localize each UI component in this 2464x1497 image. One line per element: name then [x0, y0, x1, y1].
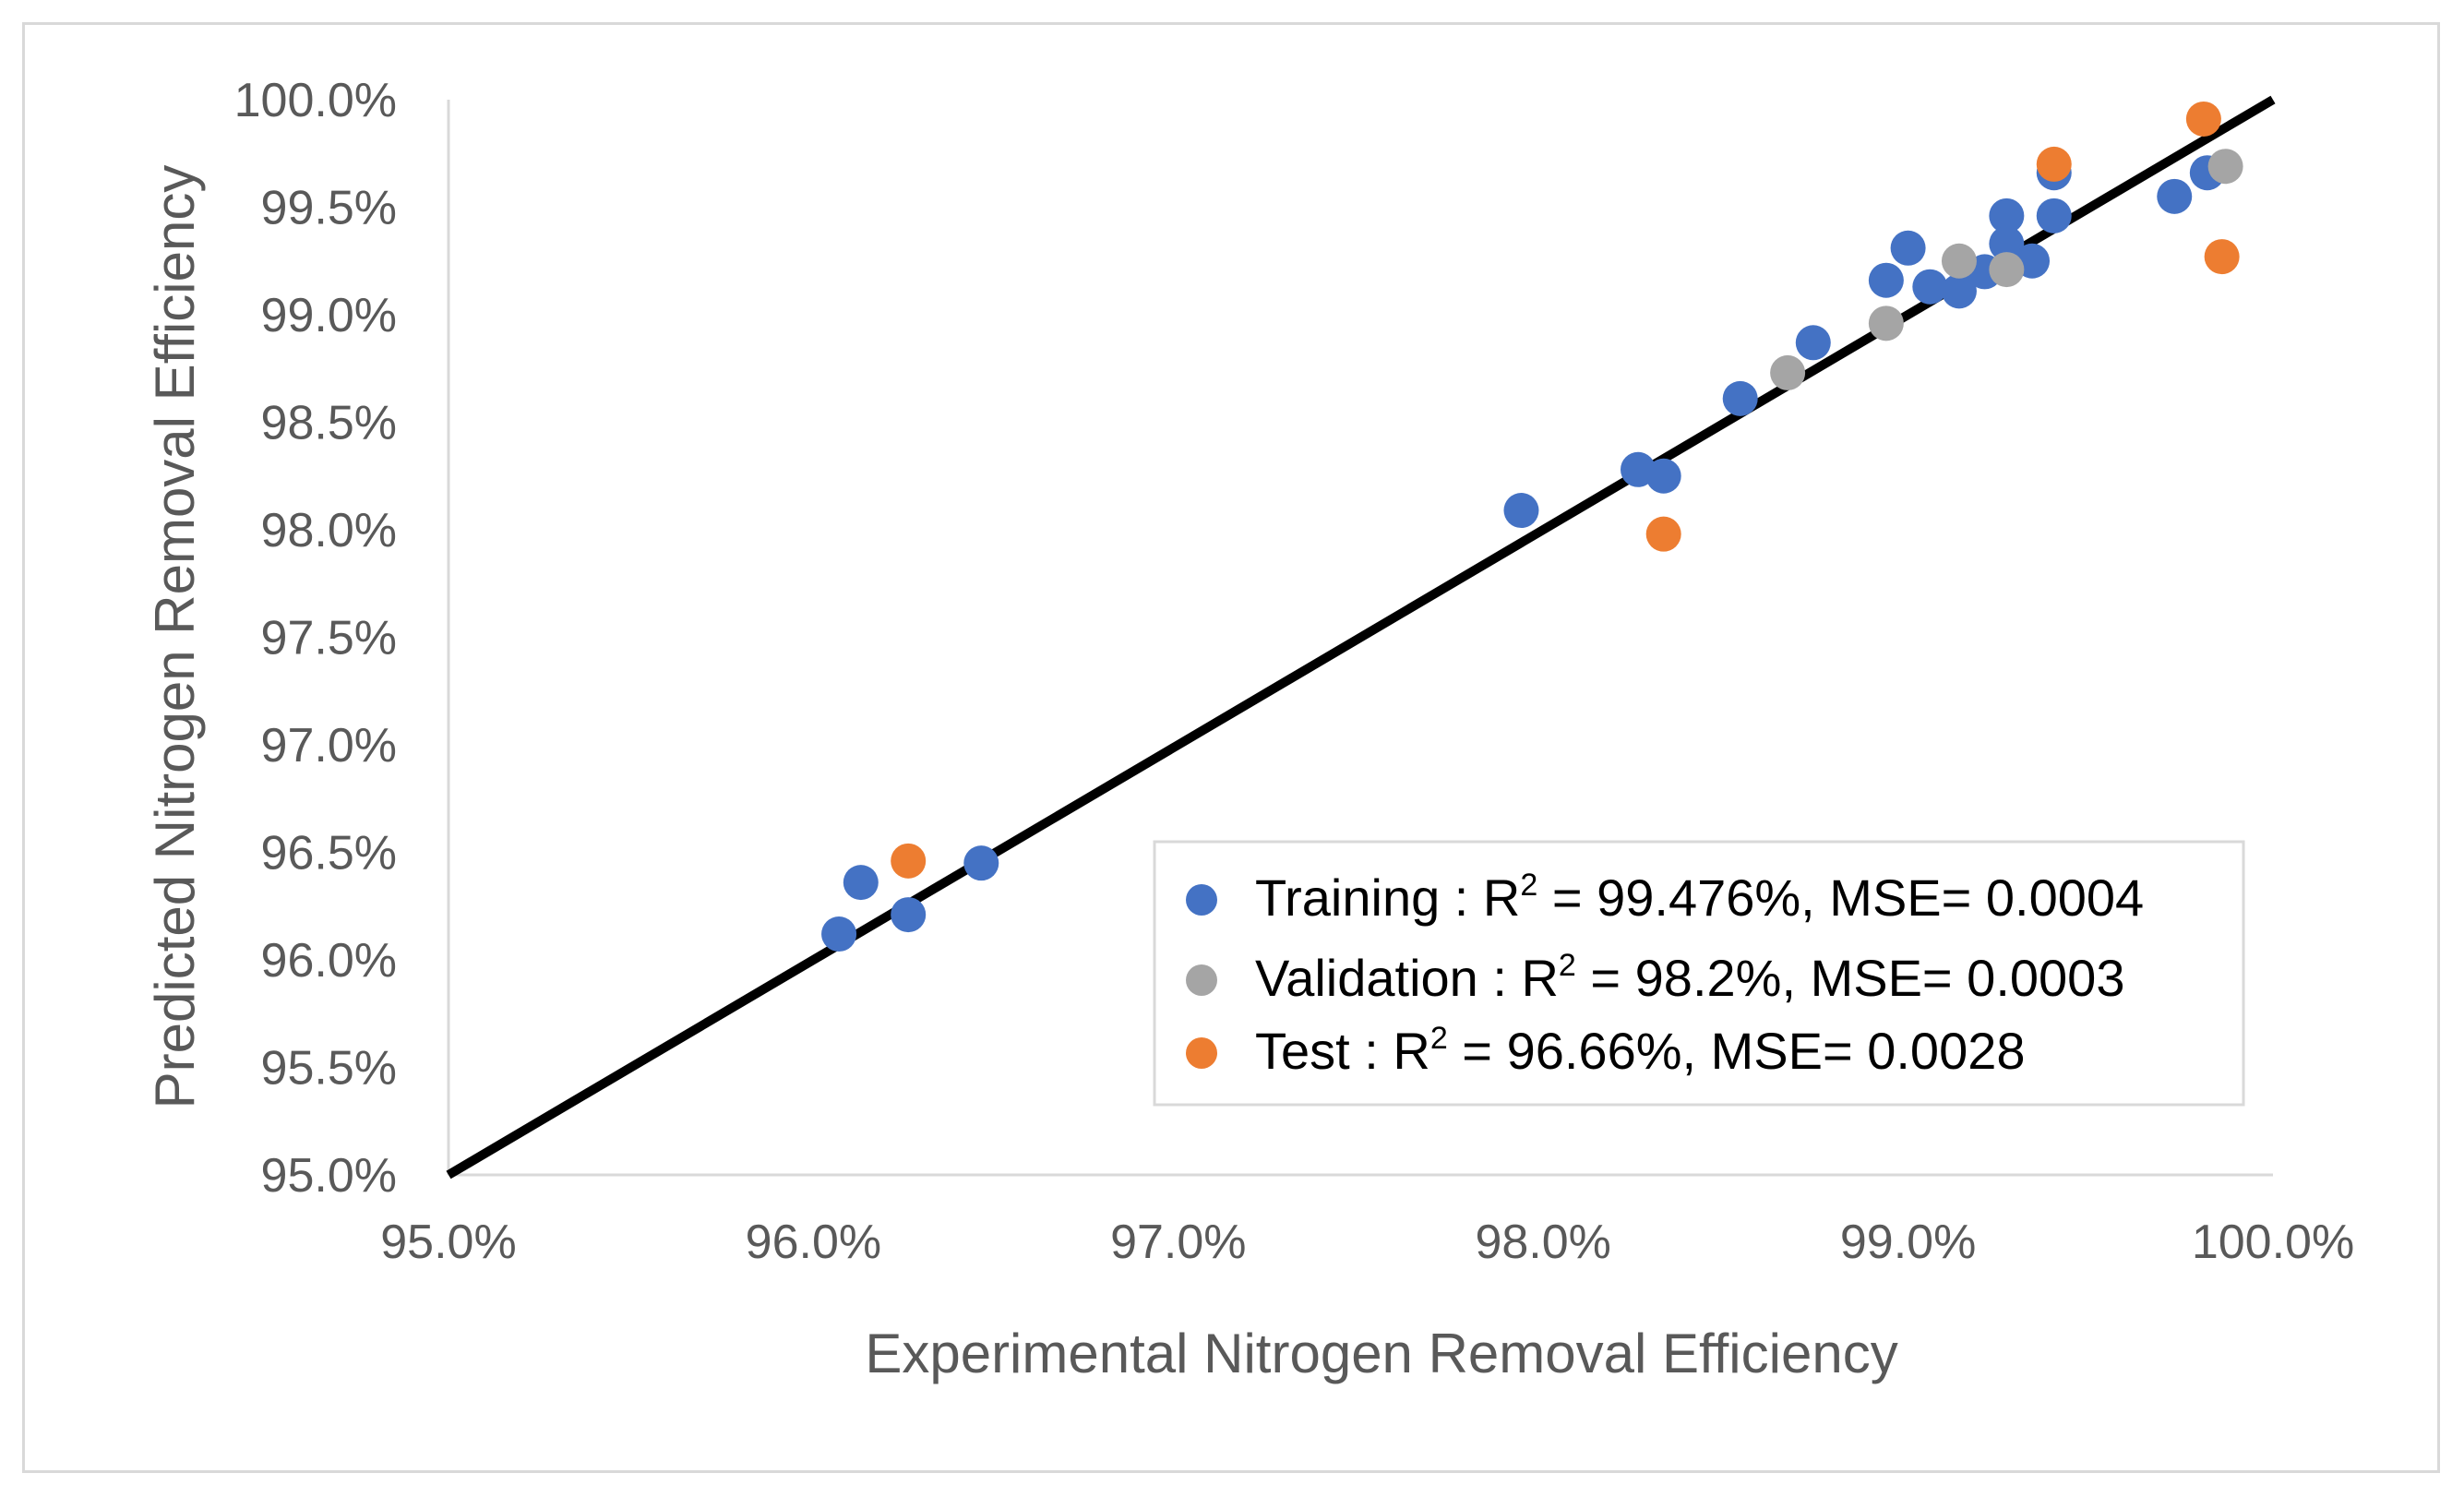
data-point-series-0	[891, 897, 927, 933]
y-tick-label: 95.5%	[261, 1042, 397, 1096]
data-point-series-0	[1890, 230, 1926, 266]
data-point-series-2	[891, 843, 927, 879]
legend-box	[1153, 840, 2245, 1107]
y-tick-label: 99.5%	[261, 182, 397, 235]
data-point-series-0	[1989, 226, 2025, 262]
data-point-series-0	[1912, 269, 1948, 305]
x-tick-label: 95.0%	[380, 1216, 516, 1269]
legend-label: Validation : R2 = 98.2%, MSE= 0.0003	[1255, 948, 2124, 1007]
data-point-series-1	[1941, 243, 1977, 279]
y-tick-label: 100.0%	[234, 74, 397, 127]
data-point-series-0	[1722, 380, 1758, 416]
y-tick-label: 97.5%	[261, 612, 397, 665]
data-point-series-0	[1795, 325, 1831, 361]
y-tick-label: 97.0%	[261, 719, 397, 772]
legend-marker	[1186, 1037, 1217, 1069]
legend-marker	[1186, 964, 1217, 996]
data-point-series-2	[1645, 516, 1681, 552]
legend: Training : R2 = 99.476%, MSE= 0.0004 Vali…	[1153, 840, 2245, 1107]
data-point-series-1	[1770, 354, 1806, 390]
y-tick-label: 96.5%	[261, 827, 397, 880]
data-point-series-0	[2036, 198, 2072, 234]
data-point-series-2	[2185, 101, 2221, 137]
data-point-series-0	[1645, 458, 1681, 494]
x-tick-label: 97.0%	[1110, 1216, 1246, 1269]
axes	[447, 100, 2273, 1177]
data-point-series-1	[2207, 149, 2243, 185]
scatter-chart: 95.0% 96.0% 97.0% 98.0% 99.0% 100.0% 95.0% 95.5…	[144, 74, 2355, 1384]
data-point-series-0	[821, 916, 857, 952]
legend-marker	[1186, 884, 1217, 916]
data-point-series-0	[1868, 262, 1904, 298]
legend-label: Training : R2 = 99.476%, MSE= 0.0004	[1255, 868, 2144, 927]
legend-items: Training : R2 = 99.476%, MSE= 0.0004 Vali…	[1186, 868, 2144, 1080]
data-point-series-0	[1503, 493, 1539, 529]
data-point-series-0	[963, 845, 999, 881]
y-axis-title: Predicted Nitrogen Removal Efficiency	[144, 165, 206, 1109]
data-point-series-1	[1989, 252, 2025, 288]
chart-frame: 95.0% 96.0% 97.0% 98.0% 99.0% 100.0% 95.0% 95.5…	[22, 22, 2440, 1473]
x-tick-label: 98.0%	[1475, 1216, 1610, 1269]
data-point-series-0	[1941, 273, 1977, 309]
data-point-series-2	[2036, 146, 2072, 182]
data-point-series-0	[843, 865, 879, 901]
data-point-series-0	[1989, 198, 2025, 234]
tick-labels: 95.0% 96.0% 97.0% 98.0% 99.0% 100.0% 95.0% 95.5…	[234, 74, 2355, 1269]
x-tick-label: 100.0%	[2192, 1216, 2354, 1269]
y-tick-label: 98.5%	[261, 397, 397, 450]
y-tick-label: 99.0%	[261, 289, 397, 342]
y-tick-label: 95.0%	[261, 1149, 397, 1203]
y-tick-label: 98.0%	[261, 504, 397, 557]
data-point-series-0	[2157, 178, 2193, 214]
legend-label: Test : R2 = 96.66%, MSE= 0.0028	[1255, 1021, 2026, 1080]
x-tick-label: 99.0%	[1840, 1216, 1976, 1269]
x-axis-title: Experimental Nitrogen Removal Efficiency	[865, 1323, 1897, 1384]
data-point-series-2	[2204, 239, 2240, 275]
x-tick-label: 96.0%	[746, 1216, 881, 1269]
data-points	[821, 101, 2243, 952]
y-tick-label: 96.0%	[261, 934, 397, 988]
data-point-series-1	[1868, 305, 1904, 341]
